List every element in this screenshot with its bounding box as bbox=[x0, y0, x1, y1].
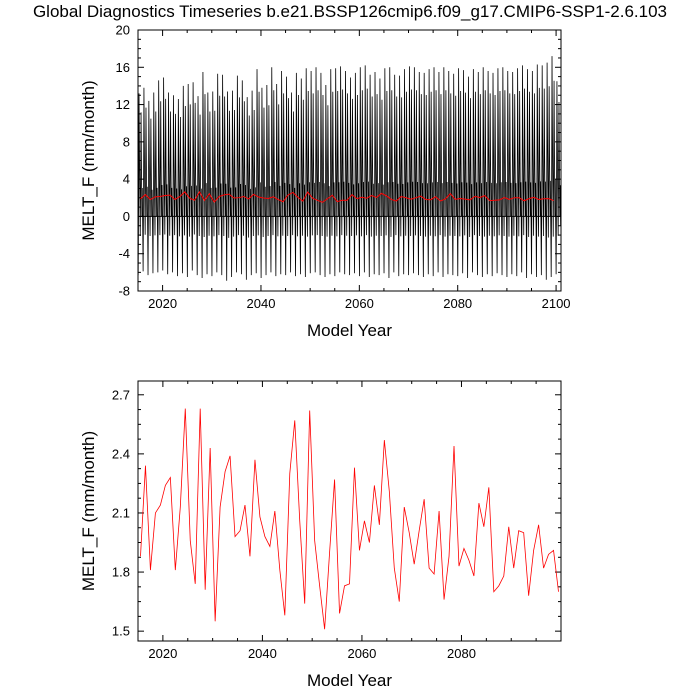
bottom-y-tick-label: 2.4 bbox=[112, 446, 130, 461]
bottom-x-axis-label: Model Year bbox=[307, 671, 392, 690]
top-y-tick-label: 4 bbox=[123, 172, 130, 187]
top-y-tick-label: 16 bbox=[116, 60, 130, 75]
top-x-tick-label: 2040 bbox=[247, 296, 276, 311]
top-y-tick-label: 20 bbox=[116, 23, 130, 38]
top-x-tick-label: 2060 bbox=[345, 296, 374, 311]
bottom-x-tick-label: 2080 bbox=[447, 646, 476, 661]
annual-mean-series-line-top bbox=[140, 190, 554, 203]
top-x-tick-label: 2100 bbox=[542, 296, 571, 311]
bottom-y-tick-label: 1.8 bbox=[112, 565, 130, 580]
top-y-tick-label: 0 bbox=[123, 209, 130, 224]
bottom-x-tick-label: 2020 bbox=[148, 646, 177, 661]
top-y-tick-label: 12 bbox=[116, 97, 130, 112]
bottom-y-tick-label: 1.5 bbox=[112, 624, 130, 639]
top-y-tick-label: -4 bbox=[118, 246, 130, 261]
top-x-tick-label: 2020 bbox=[148, 296, 177, 311]
bottom-x-tick-label: 2040 bbox=[248, 646, 277, 661]
bottom-y-axis-label: MELT_F (mm/month) bbox=[79, 431, 98, 591]
annual-mean-series-line bbox=[140, 408, 559, 630]
bottom-plot: 2020 2040 2060 2080 1.5 1.8 2.1 2.4 2.7 Model Yea… bbox=[79, 380, 562, 690]
top-y-tick-label: -8 bbox=[118, 284, 130, 299]
top-plot: 2020 2040 2060 2080 2100 -8 -4 0 4 8 12 16 20 Model Y… bbox=[79, 23, 571, 341]
monthly-melt-series-line bbox=[138, 56, 561, 281]
top-x-tick-label: 2080 bbox=[443, 296, 472, 311]
top-y-tick-label: 8 bbox=[123, 134, 130, 149]
bottom-y-tick-label: 2.7 bbox=[112, 387, 130, 402]
bottom-y-tick-label: 2.1 bbox=[112, 505, 130, 520]
top-x-axis-label: Model Year bbox=[307, 321, 392, 340]
chart-title: Global Diagnostics Timeseries b.e21.BSSP… bbox=[32, 2, 668, 21]
top-y-axis-label: MELT_F (mm/month) bbox=[79, 80, 98, 240]
bottom-frame bbox=[137, 380, 562, 642]
bottom-x-tick-label: 2060 bbox=[347, 646, 376, 661]
